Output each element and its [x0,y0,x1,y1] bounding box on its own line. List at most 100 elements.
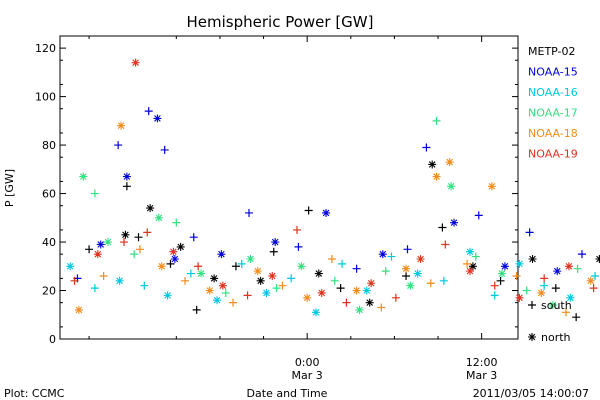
north-marker [117,121,126,130]
south-marker [90,189,99,198]
south-marker [330,276,339,285]
south-marker [221,288,230,297]
north-marker [169,247,178,256]
north-marker [566,293,575,302]
north-marker [96,240,105,249]
south-marker [143,228,152,237]
south-marker [287,274,296,283]
north-marker [103,238,112,247]
north-marker [146,204,155,213]
south-marker [90,284,99,293]
north-marker [595,255,600,264]
north-marker [210,274,219,283]
north-marker [66,262,75,271]
south-marker [512,271,521,280]
north-marker [197,269,206,278]
north-marker [322,208,331,217]
y-tick-label: 120 [35,42,56,55]
south-marker [381,267,390,276]
north-marker [466,267,475,276]
south-marker [231,262,240,271]
marker-legend-label: south [541,299,572,312]
north-marker [445,158,454,167]
south-marker [336,284,345,293]
south-marker [134,233,143,242]
legend-entry: NOAA-19 [528,148,578,161]
y-axis: 0 20 40 60 80 100 120 [35,42,518,346]
north-marker [553,267,562,276]
north-marker [413,269,422,278]
north-marker [163,291,172,300]
south-marker [439,276,448,285]
north-marker [246,255,255,264]
south-marker [114,141,123,150]
south-marker [377,303,386,312]
south-marker [540,281,549,290]
y-tick-label: 60 [42,188,56,201]
legend-entry: NOAA-17 [528,107,578,120]
north-marker [74,305,83,314]
north-marker [352,286,361,295]
y-tick-label: 100 [35,91,56,104]
legend: METP-02 NOAA-15 NOAA-16 NOAA-17 NOAA-18 NOAA-… [528,45,578,161]
north-marker [314,269,323,278]
north-marker [548,301,557,310]
south-marker [243,291,252,300]
south-marker [192,305,201,314]
north-marker [487,182,496,191]
north-marker [271,238,280,247]
south-marker [237,259,246,268]
south-marker [189,233,198,242]
north-marker [115,276,124,285]
y-tick-label: 80 [42,139,56,152]
north-marker [378,250,387,259]
north-marker [447,182,456,191]
north-marker [170,255,179,264]
south-marker [438,223,447,232]
south-marker [426,279,435,288]
legend-entry: NOAA-15 [528,66,578,79]
south-marker [540,274,549,283]
north-marker [262,288,271,297]
north-marker [311,308,320,317]
marker-legend: south north [528,299,572,344]
south-marker [525,228,534,237]
north-marker [450,218,459,227]
south-marker [387,252,396,261]
north-marker [153,114,162,123]
south-marker [402,271,411,280]
north-marker [205,286,214,295]
south-marker [573,264,582,273]
north-marker [355,305,364,314]
north-marker [365,298,374,307]
north-marker [217,250,226,259]
north-marker [367,279,376,288]
north-marker [537,288,546,297]
north-marker [564,262,573,271]
south-marker [269,247,278,256]
south-marker [471,252,480,261]
south-marker [229,298,238,307]
legend-entry: NOAA-16 [528,86,578,99]
north-marker [256,276,265,285]
north-marker [93,250,102,259]
north-marker [154,213,163,222]
south-marker [496,276,505,285]
south-marker [278,281,287,290]
south-marker [591,271,600,280]
south-marker [327,255,336,264]
x-tick-date: Mar 3 [292,369,323,382]
x-tick-time: 12:00 [466,356,498,369]
south-marker [122,182,131,191]
north-marker [466,247,475,256]
north-marker [79,172,88,181]
south-marker [441,240,450,249]
south-marker [181,276,190,285]
south-marker [391,293,400,302]
north-marker [498,269,507,278]
south-marker [294,242,303,251]
south-marker [272,284,281,293]
south-marker [119,238,128,247]
north-marker [317,288,326,297]
